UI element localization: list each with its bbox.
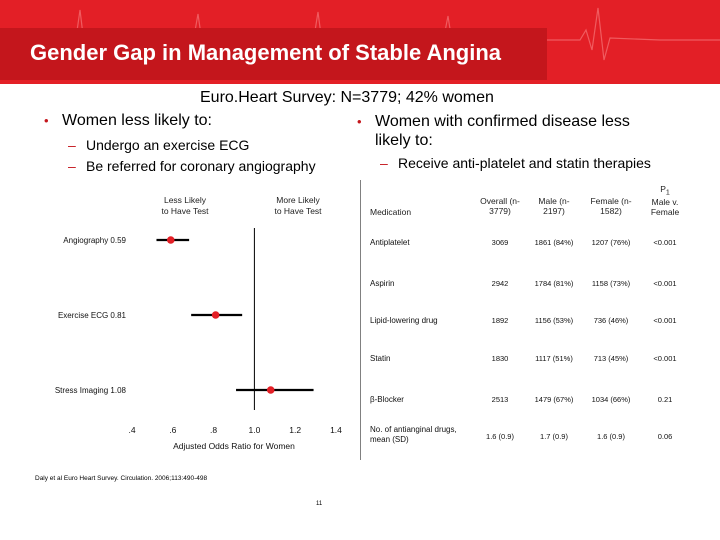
row-label-stress-imaging: Stress Imaging 1.08 [55, 386, 127, 395]
table-cell-female: 736 (46%) [593, 316, 629, 325]
left-sub-text-1: Undergo an exercise ECG [86, 137, 250, 153]
table-cell-female: 713 (45%) [593, 354, 629, 363]
table-cell-overall: 2942 [491, 279, 509, 288]
point-estimate [211, 311, 220, 319]
x-tick-label: .4 [128, 425, 135, 435]
table-cell-overall: 3069 [491, 238, 509, 247]
x-axis-label: Adjusted Odds Ratio for Women [173, 441, 295, 451]
table-cell-female: 1158 (73%) [591, 279, 631, 288]
table-row-label: Lipid-lowering drug [370, 316, 438, 325]
title-bar [0, 28, 547, 80]
dash-icon: – [68, 158, 76, 174]
table-cell-female: 1207 (76%) [591, 238, 631, 247]
left-sub-bullet-2: – Be referred for coronary angiography [68, 158, 316, 174]
medication-table: Medication Overall (n-3779) Male (n-2197… [360, 180, 700, 460]
row-label-exercise-ecg: Exercise ECG 0.81 [58, 311, 127, 320]
table-cell-male: 1117 (51%) [535, 354, 573, 363]
left-bullet: • Women less likely to: [44, 112, 212, 130]
x-tick-label: 1.4 [330, 425, 342, 435]
table-cell-p: 0.06 [657, 432, 673, 441]
table-row-label: Statin [370, 354, 391, 363]
bullet-dot-icon: • [357, 114, 362, 129]
x-tick-label: .6 [169, 425, 176, 435]
right-bullet-cont: likely to: [375, 132, 433, 150]
table-row-label: No. of antianginal drugs, mean (SD) [370, 425, 457, 444]
right-bullet: • Women with confirmed disease less [357, 113, 630, 131]
header-less-likely: Less Likely to Have Test [161, 195, 209, 216]
left-sub-bullet-1: – Undergo an exercise ECG [68, 137, 250, 153]
x-tick-label: 1.2 [289, 425, 301, 435]
point-estimate [166, 236, 175, 244]
x-tick-label: .8 [210, 425, 217, 435]
page-number: 11 [316, 501, 323, 507]
left-bullet-text: Women less likely to: [62, 112, 212, 129]
table-cell-p: <0.001 [653, 279, 677, 288]
right-bullet-text-1: Women with confirmed disease less [375, 113, 630, 130]
header-more-likely: More Likely to Have Test [274, 195, 322, 216]
table-row-label: Aspirin [370, 279, 395, 288]
table-cell-male: 1861 (84%) [534, 238, 574, 247]
x-tick-label: 1.0 [248, 425, 260, 435]
table-cell-male: 1.7 (0.9) [540, 432, 568, 441]
header-p-sub: 1 [665, 188, 670, 197]
table-cell-overall: 1830 [491, 354, 509, 363]
title-banner [0, 0, 720, 84]
header-female: Female (n-1582) [590, 196, 632, 217]
right-sub-text-1: Receive anti-platelet and statin therapi… [398, 155, 651, 171]
table-cell-p: <0.001 [653, 354, 677, 363]
right-bullet-text-2: likely to: [375, 132, 433, 149]
table-cell-female: 1.6 (0.9) [597, 432, 625, 441]
header-overall: Overall (n-3779) [480, 196, 520, 217]
table-cell-male: 1156 (53%) [534, 316, 574, 325]
point-estimate [266, 386, 275, 394]
forest-plot: Less Likely to Have Test More Likely to Hav… [55, 195, 342, 451]
table-cell-p: <0.001 [653, 238, 677, 247]
bullet-dot-icon: • [44, 113, 49, 128]
table-cell-female: 1034 (66%) [591, 395, 631, 404]
survey-subtitle: Euro.Heart Survey: N=3779; 42% women [200, 89, 494, 106]
page-title: Gender Gap in Management of Stable Angin… [30, 40, 502, 65]
table-cell-p: 0.21 [657, 395, 673, 404]
citation-footnote: Daly et al Euro Heart Survey. Circulatio… [35, 475, 208, 482]
header-male: Male (n-2197) [538, 196, 570, 217]
table-cell-overall: 1892 [491, 316, 509, 325]
dash-icon: – [380, 155, 388, 171]
table-cell-p: <0.001 [653, 316, 677, 325]
table-row-label: β-Blocker [370, 395, 404, 404]
table-row-label: Antiplatelet [370, 238, 410, 247]
table-cell-overall: 2513 [491, 395, 509, 404]
header-p: P1 Male v. Female [642, 184, 688, 218]
right-sub-bullet-1: – Receive anti-platelet and statin thera… [380, 155, 651, 171]
header-p-label: Male v. Female [650, 197, 680, 218]
left-sub-text-2: Be referred for coronary angiography [86, 158, 316, 174]
table-cell-overall: 1.6 (0.9) [486, 432, 514, 441]
header-medication: Medication [370, 207, 412, 217]
table-cell-male: 1479 (67%) [534, 395, 574, 404]
table-cell-male: 1784 (81%) [534, 279, 574, 288]
dash-icon: – [68, 137, 76, 153]
header-p-letter: P [660, 184, 666, 194]
row-label-angiography: Angiography 0.59 [63, 236, 126, 245]
